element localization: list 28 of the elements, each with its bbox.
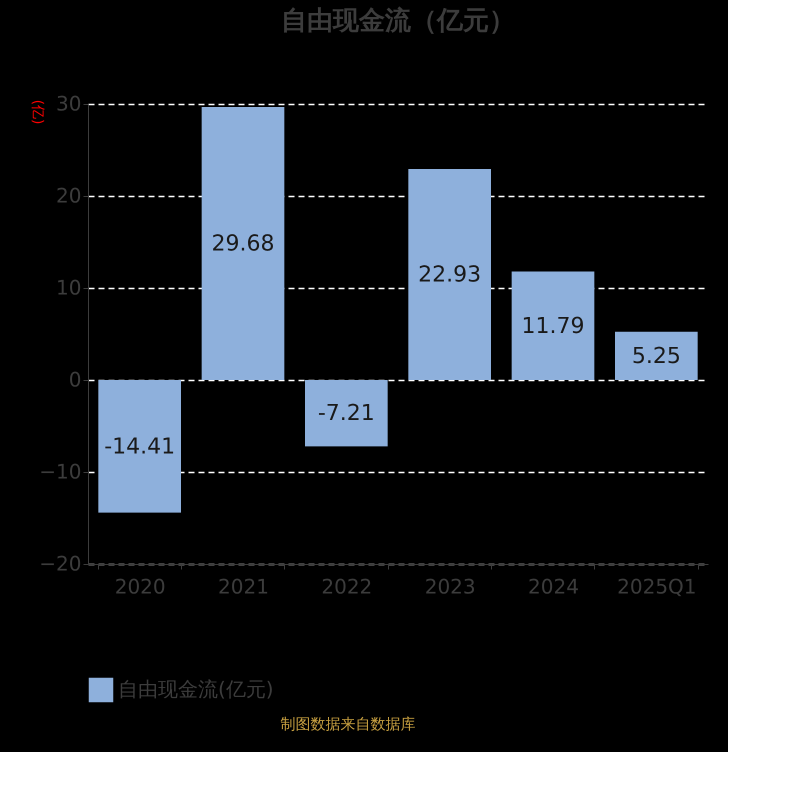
x-tick-label: 2022 — [321, 574, 372, 598]
bar — [615, 332, 698, 380]
data-label: -14.41 — [104, 434, 176, 460]
legend-label: 自由现金流(亿元) — [118, 677, 274, 701]
y-axis-title: (亿) — [30, 100, 46, 124]
x-tick-label: 2020 — [114, 574, 166, 598]
data-label: 11.79 — [522, 314, 584, 339]
bar — [512, 272, 594, 380]
data-label: 5.25 — [632, 344, 681, 369]
x-tick-label: 2025Q1 — [617, 574, 697, 598]
y-tick-label: 30 — [56, 92, 82, 116]
bar — [305, 380, 388, 446]
chart-title: 自由现金流（亿元） — [281, 6, 515, 36]
bar — [202, 106, 284, 380]
x-tick-label: 2021 — [218, 574, 269, 598]
x-tick-label: 2023 — [424, 574, 476, 598]
data-label: 29.68 — [212, 231, 274, 256]
y-tick-label: 0 — [68, 368, 82, 392]
bar — [408, 169, 491, 380]
bar — [98, 380, 181, 513]
data-label: 22.93 — [418, 262, 482, 288]
y-tick-label: 20 — [56, 184, 82, 208]
y-tick-label: −10 — [39, 460, 82, 484]
text: 制图数据来自数据库 — [280, 715, 416, 733]
x-tick-label: 2024 — [528, 574, 579, 598]
data-label: -7.21 — [318, 401, 375, 426]
y-tick-label: −20 — [39, 552, 82, 576]
y-tick-label: 10 — [56, 276, 82, 300]
